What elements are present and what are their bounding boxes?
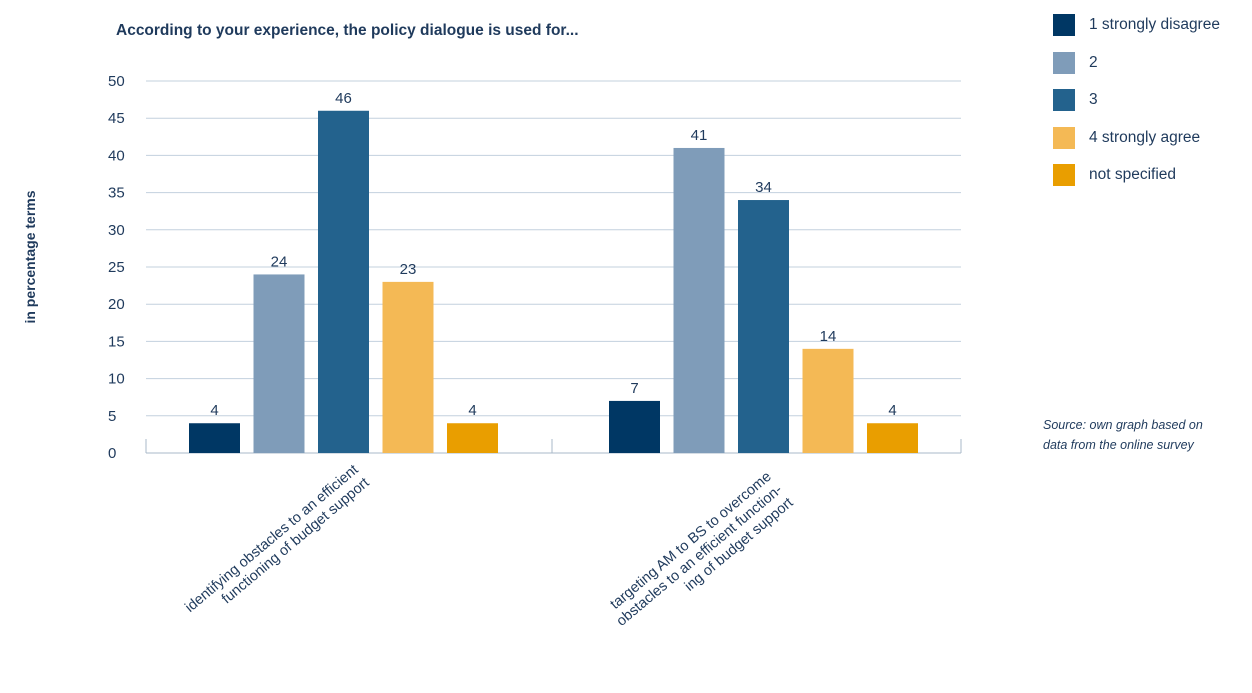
x-tick-label: targeting AM to BS to overcomeobstacles … bbox=[603, 469, 797, 643]
y-tick-label: 25 bbox=[108, 259, 125, 276]
bar bbox=[867, 423, 918, 453]
y-tick-label: 45 bbox=[108, 110, 125, 127]
legend-label: 3 bbox=[1089, 91, 1098, 108]
bar bbox=[189, 423, 240, 453]
legend-item-not-specified: not specified bbox=[1053, 164, 1220, 186]
bar bbox=[382, 281, 434, 453]
data-label: 14 bbox=[820, 328, 837, 345]
legend-swatch bbox=[1053, 164, 1075, 186]
data-label: 7 bbox=[630, 380, 638, 397]
y-tick-label: 10 bbox=[108, 371, 125, 388]
source-note-line: Source: own graph based on bbox=[1043, 418, 1203, 432]
legend: 1 strongly disagree 2 3 4 strongly agree… bbox=[1053, 14, 1220, 202]
y-tick-label: 15 bbox=[108, 333, 125, 350]
y-tick-label: 20 bbox=[108, 296, 125, 313]
legend-item-3: 3 bbox=[1053, 89, 1220, 111]
y-tick-label: 30 bbox=[108, 222, 125, 239]
data-label: 24 bbox=[271, 253, 288, 270]
x-tick-label-line: functioning of budget support bbox=[219, 475, 373, 607]
source-note-line: data from the online survey bbox=[1043, 438, 1194, 452]
bar bbox=[253, 274, 305, 453]
data-label: 23 bbox=[400, 261, 417, 278]
bar bbox=[802, 348, 854, 453]
legend-item-strongly-disagree: 1 strongly disagree bbox=[1053, 14, 1220, 36]
x-tick-label-line: identifying obstacles to an efficient bbox=[182, 462, 361, 616]
bar bbox=[609, 400, 660, 453]
bar bbox=[738, 200, 789, 453]
y-tick-label: 0 bbox=[108, 445, 116, 462]
x-tick-label: identifying obstacles to an efficientfun… bbox=[182, 462, 372, 629]
legend-swatch bbox=[1053, 14, 1075, 36]
bar bbox=[447, 423, 498, 453]
y-tick-label: 50 bbox=[108, 73, 125, 90]
data-label: 4 bbox=[888, 402, 896, 419]
legend-label: 1 strongly disagree bbox=[1089, 16, 1220, 33]
legend-label: 4 strongly agree bbox=[1089, 128, 1201, 146]
x-tick-label-line: obstacles to an efficient function- bbox=[614, 482, 786, 630]
source-note: Source: own graph based on data from the… bbox=[1043, 415, 1203, 455]
legend-item-strongly-agree: 4 strongly agree bbox=[1053, 126, 1220, 149]
legend-swatch bbox=[1053, 89, 1075, 111]
bar bbox=[318, 110, 369, 453]
legend-item-2: 2 bbox=[1053, 51, 1220, 74]
data-label: 4 bbox=[468, 402, 476, 419]
legend-swatch bbox=[1053, 51, 1075, 74]
y-tick-label: 40 bbox=[108, 147, 125, 164]
legend-label: not specified bbox=[1089, 166, 1177, 183]
y-tick-label: 5 bbox=[108, 408, 116, 425]
legend-swatch bbox=[1053, 126, 1075, 149]
data-label: 34 bbox=[755, 179, 772, 196]
data-label: 46 bbox=[335, 90, 352, 107]
y-tick-label: 35 bbox=[108, 185, 125, 202]
chart-title: According to your experience, the policy… bbox=[116, 22, 579, 39]
data-label: 41 bbox=[691, 127, 708, 144]
legend-label: 2 bbox=[1089, 53, 1098, 71]
data-label: 4 bbox=[210, 402, 218, 419]
bar bbox=[673, 147, 725, 453]
